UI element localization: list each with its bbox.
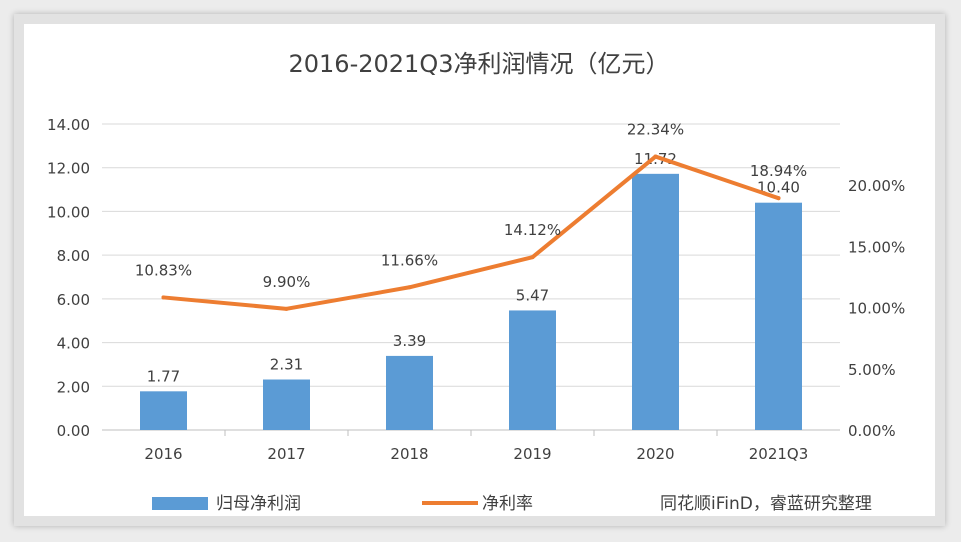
line-data-label: 22.34% <box>627 121 684 139</box>
bar <box>755 202 802 430</box>
bar <box>263 379 310 430</box>
bar-data-label: 5.47 <box>516 286 549 304</box>
net-margin-line <box>161 154 781 311</box>
line-point <box>407 285 412 290</box>
legend-label-line: 净利率 <box>482 494 533 514</box>
line-point <box>653 154 658 159</box>
line-point <box>161 295 166 300</box>
bar <box>140 391 187 430</box>
chart-panel: 2016-2021Q3净利润情况（亿元） 0.00 2.00 4.00 6.00 8.0… <box>24 24 935 516</box>
line-data-label: 11.66% <box>381 251 438 269</box>
x-axis-tick-label: 2018 <box>390 445 428 463</box>
bar <box>632 173 679 430</box>
line-point <box>284 306 289 311</box>
line-series <box>161 154 781 311</box>
right-axis-tick-label: 0.00% <box>848 422 896 440</box>
legend-label-bar: 归母净利润 <box>216 494 301 514</box>
left-axis-tick-label: 4.00 <box>57 335 90 353</box>
right-axis-tick-label: 15.00% <box>848 238 905 256</box>
left-axis-tick-label: 6.00 <box>57 291 90 309</box>
grid-lines <box>102 123 840 436</box>
line-data-labels: 10.83% 9.90% 11.66% 14.12% 22.34% 18.94% <box>135 121 807 291</box>
chart-title: 2016-2021Q3净利润情况（亿元） <box>289 50 670 78</box>
x-axis-tick-labels: 2016 2017 2018 2019 2020 2021Q3 <box>144 445 808 463</box>
chart-frame: 2016-2021Q3净利润情况（亿元） 0.00 2.00 4.00 6.00 8.0… <box>14 14 945 526</box>
x-axis-tick-label: 2020 <box>636 445 674 463</box>
bar-data-label: 1.77 <box>147 367 180 385</box>
net-profit-chart: 2016-2021Q3净利润情况（亿元） 0.00 2.00 4.00 6.00 8.0… <box>47 50 905 514</box>
x-axis-tick-label: 2017 <box>267 445 305 463</box>
legend-swatch-bar <box>152 497 208 510</box>
right-axis-tick-label: 10.00% <box>848 300 905 318</box>
bar <box>386 355 433 430</box>
legend: 归母净利润 净利率 同花顺iFinD，睿蓝研究整理 <box>152 494 872 514</box>
left-axis-tick-labels: 0.00 2.00 4.00 6.00 8.00 10.00 12.00 14.00 <box>47 116 90 440</box>
x-axis-tick-label: 2019 <box>513 445 551 463</box>
line-data-label: 9.90% <box>263 273 311 291</box>
line-data-label: 14.12% <box>504 221 561 239</box>
x-axis-tick-label: 2016 <box>144 445 182 463</box>
bar-data-label: 10.40 <box>757 179 800 197</box>
left-axis-tick-label: 0.00 <box>57 422 90 440</box>
source-note: 同花顺iFinD，睿蓝研究整理 <box>660 494 872 514</box>
left-axis-tick-label: 8.00 <box>57 247 90 265</box>
line-data-label: 18.94% <box>750 162 807 180</box>
left-axis-tick-label: 2.00 <box>57 378 90 396</box>
left-axis-tick-label: 12.00 <box>47 160 90 178</box>
bar-series <box>140 173 802 430</box>
right-axis-tick-label: 5.00% <box>848 361 896 379</box>
x-axis-tick-label: 2021Q3 <box>749 445 809 463</box>
left-axis-tick-label: 14.00 <box>47 116 90 134</box>
line-data-label: 10.83% <box>135 261 192 279</box>
bar-data-label: 2.31 <box>270 356 303 374</box>
right-axis-tick-label: 20.00% <box>848 177 905 195</box>
line-point <box>530 255 535 260</box>
line-point <box>776 196 781 201</box>
left-axis-tick-label: 10.00 <box>47 203 90 221</box>
bar <box>509 310 556 430</box>
bar-data-label: 3.39 <box>393 332 426 350</box>
right-axis-tick-labels: 0.00% 5.00% 10.00% 15.00% 20.00% <box>848 177 905 440</box>
